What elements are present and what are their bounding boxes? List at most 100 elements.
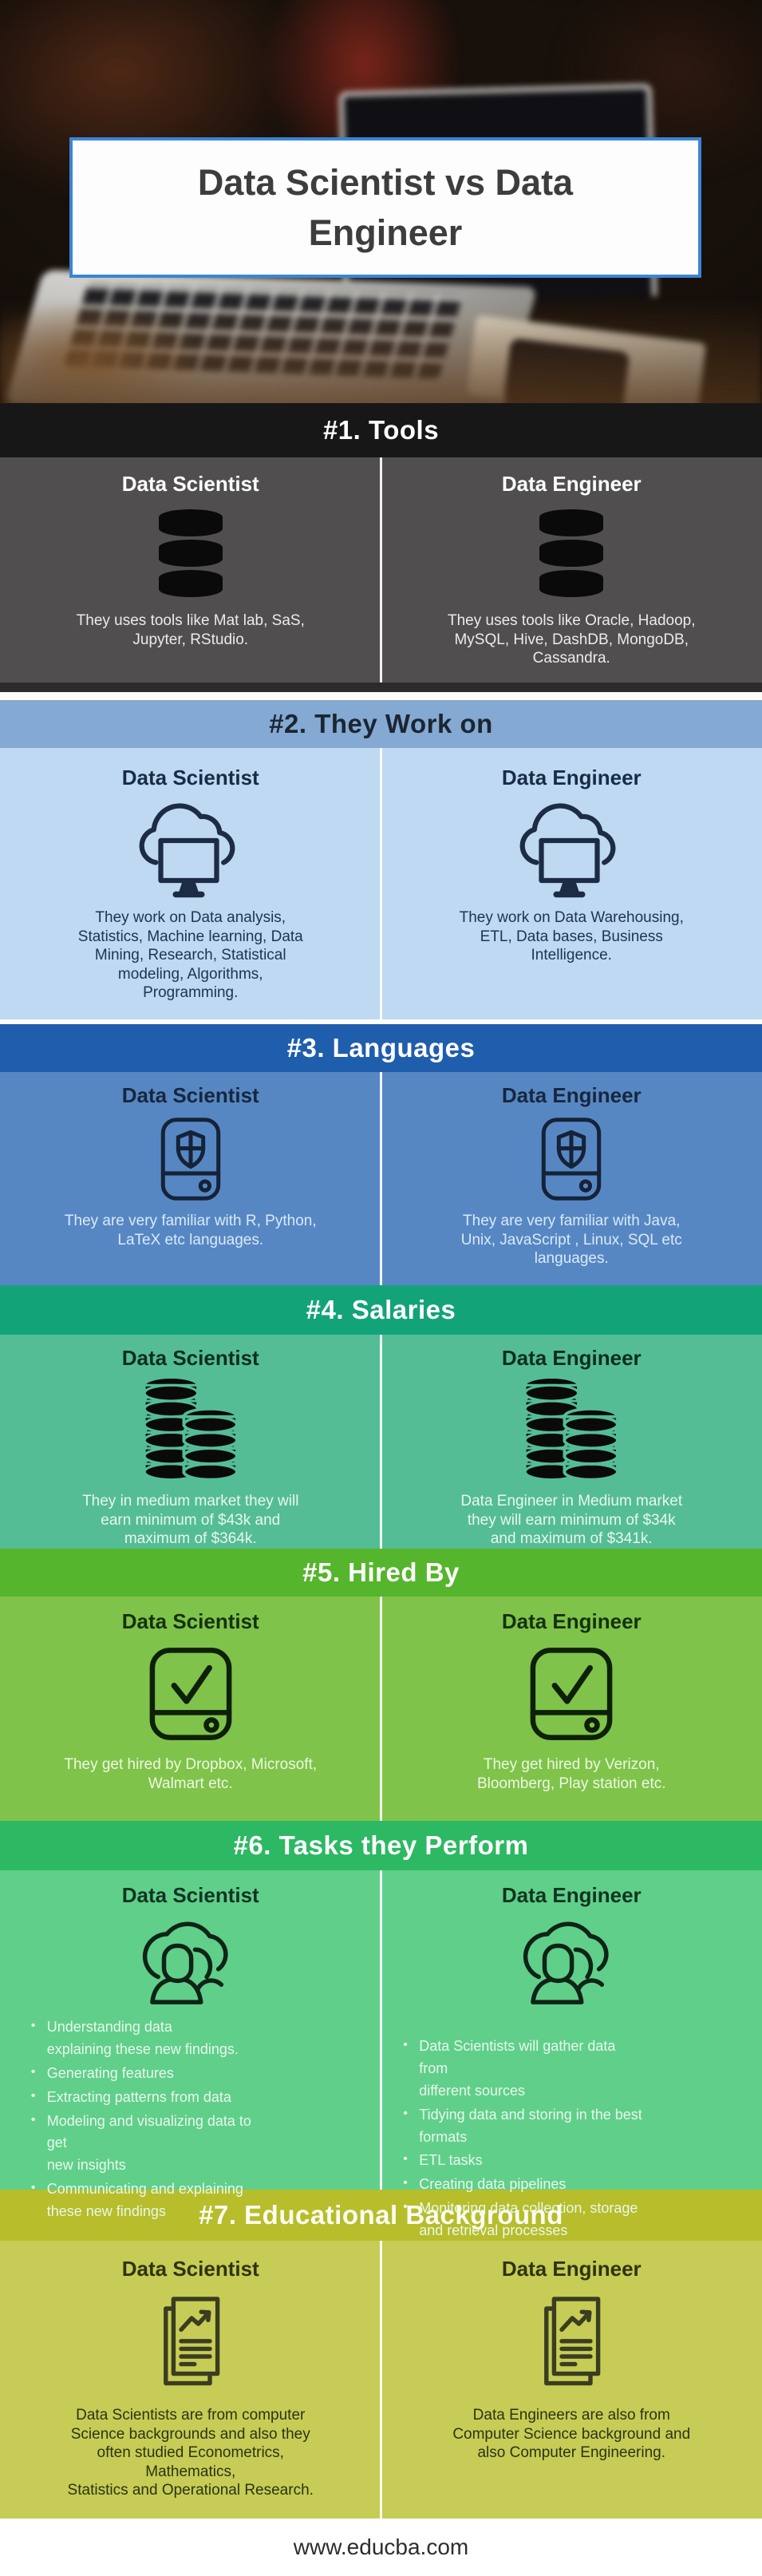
section-heading-text: #4. Salaries xyxy=(306,1295,456,1324)
column-text: They get hired by Verizon, Bloomberg, Pl… xyxy=(476,1756,666,1792)
cloud-computing-icon xyxy=(131,797,251,900)
coins-icon xyxy=(136,1375,246,1486)
verified-drive-icon xyxy=(519,1642,623,1746)
column-title: Data Engineer xyxy=(501,766,642,789)
data-engineer-column: Data Engineer Data Engineers are also fr… xyxy=(381,2241,762,2519)
column-divider xyxy=(380,457,382,692)
hero-banner: Data Scientist vs Data Engineer xyxy=(0,0,762,403)
column-text: They get hired by Dropbox, Microsoft, Wa… xyxy=(64,1756,318,1792)
column-text: They uses tools like Mat lab, SaS, Jupyt… xyxy=(76,612,305,648)
column-text: They in medium market they will earn min… xyxy=(82,1493,299,1548)
task-item: ETL tasks xyxy=(400,2150,743,2172)
section-1-tools: #1. Tools Data Scientist They uses tools… xyxy=(0,403,762,692)
team-icon xyxy=(135,1913,247,2010)
verified-drive-icon xyxy=(139,1642,243,1746)
column-title: Data Scientist xyxy=(121,2257,259,2281)
task-item: Monitoring data collection, storage and … xyxy=(400,2198,743,2242)
section-5-hired-by: #5. Hired By Data Scientist They get hir… xyxy=(0,1549,762,1821)
task-item: Creating data pipelines xyxy=(400,2174,743,2196)
task-list: Understanding data explaining these new … xyxy=(28,2016,353,2225)
column-title: Data Scientist xyxy=(121,766,259,789)
section-3-heading: #3. Languages xyxy=(0,1024,762,1072)
column-text: They are very familiar with Java, Unix, … xyxy=(460,1213,682,1268)
section-2-body: Data Scientist They work on Data analysi… xyxy=(0,748,762,1019)
data-engineer-column: Data Engineer They get hired by Verizon,… xyxy=(381,1597,762,1821)
column-title: Data Engineer xyxy=(501,1609,642,1633)
section-separator xyxy=(0,692,762,700)
column-text: Data Scientists are from computer Scienc… xyxy=(67,2407,314,2499)
database-icon xyxy=(151,508,231,599)
page-title: Data Scientist vs Data Engineer xyxy=(69,137,701,278)
column-divider xyxy=(380,2241,382,2519)
column-title: Data Scientist xyxy=(121,1883,259,1907)
section-2-heading: #2. They Work on xyxy=(0,700,762,748)
column-title: Data Scientist xyxy=(121,472,259,496)
data-scientist-column: Data Scientist They in xyxy=(0,1335,381,1549)
data-scientist-column: Data Scientist Data Scientists are from … xyxy=(0,2241,381,2519)
section-4-salaries: #4. Salaries Data Scientist xyxy=(0,1285,762,1549)
column-title: Data Engineer xyxy=(501,2257,642,2281)
column-text: They work on Data Warehousing, ETL, Data… xyxy=(459,909,684,964)
section-6-body: Data Scientist Understanding data explai… xyxy=(0,1870,762,2238)
section-4-heading: #4. Salaries xyxy=(0,1285,762,1335)
column-title: Data Engineer xyxy=(501,472,642,496)
column-text: Data Engineer in Medium market they will… xyxy=(460,1493,683,1548)
column-divider xyxy=(380,748,382,1019)
task-item: Communicating and explaining these new f… xyxy=(28,2178,353,2223)
column-title: Data Engineer xyxy=(501,1346,642,1370)
data-scientist-column: Data Scientist They work on Data analysi… xyxy=(0,748,381,1019)
data-scientist-column: Data Scientist Understanding data explai… xyxy=(0,1870,381,2219)
column-text: They are very familiar with R, Python, L… xyxy=(64,1213,317,1248)
cloud-computing-icon xyxy=(511,797,631,900)
section-heading-text: #5. Hired By xyxy=(302,1557,460,1587)
data-engineer-column: Data Engineer Data Eng xyxy=(381,1335,762,1549)
column-text: Data Engineers are also from Computer Sc… xyxy=(452,2407,691,2462)
column-text: They uses tools like Oracle, Hadoop, MyS… xyxy=(448,612,696,667)
task-item: Tidying data and storing in the best for… xyxy=(400,2104,743,2149)
secure-drive-icon xyxy=(146,1114,235,1204)
website-url: www.educba.com xyxy=(293,2534,469,2559)
section-1-heading: #1. Tools xyxy=(0,403,762,457)
section-heading-text: #2. They Work on xyxy=(269,709,493,738)
section-3-languages: #3. Languages Data Scientist They are ve… xyxy=(0,1024,762,1285)
data-engineer-column: Data Engineer They are very familiar wit… xyxy=(381,1072,762,1285)
column-divider xyxy=(380,1597,382,1821)
column-title: Data Engineer xyxy=(501,1083,642,1107)
section-heading-text: #6. Tasks they Perform xyxy=(233,1830,529,1860)
team-icon xyxy=(515,1913,627,2010)
column-title: Data Scientist xyxy=(121,1346,259,1370)
section-4-body: Data Scientist They in xyxy=(0,1335,762,1549)
data-engineer-column: Data Engineer They uses tools like Oracl… xyxy=(381,457,762,692)
section-3-body: Data Scientist They are very familiar wi… xyxy=(0,1072,762,1285)
section-5-heading: #5. Hired By xyxy=(0,1549,762,1597)
footer: www.educba.com xyxy=(0,2519,762,2576)
report-icon xyxy=(143,2289,239,2395)
data-engineer-column: Data Engineer They work on Data Warehous… xyxy=(381,748,762,1019)
column-title: Data Scientist xyxy=(121,1083,259,1107)
section-7-body: Data Scientist Data Scientists are from … xyxy=(0,2241,762,2519)
section-separator xyxy=(0,1019,762,1024)
data-scientist-column: Data Scientist They uses tools like Mat … xyxy=(0,457,381,692)
report-icon xyxy=(523,2289,619,2395)
coins-icon xyxy=(516,1375,626,1486)
column-title: Data Scientist xyxy=(121,1609,259,1633)
data-engineer-column: Data Engineer Data Scientists will gathe… xyxy=(381,1870,762,2238)
data-scientist-column: Data Scientist They are very familiar wi… xyxy=(0,1072,381,1285)
section-heading-text: #3. Languages xyxy=(286,1033,476,1062)
column-divider xyxy=(380,1335,382,1549)
task-item: Understanding data explaining these new … xyxy=(28,2016,353,2061)
task-list: Data Scientists will gather data from di… xyxy=(400,2036,743,2244)
column-divider xyxy=(380,1870,382,2190)
secure-drive-icon xyxy=(527,1114,616,1204)
column-text: They work on Data analysis, Statistics, … xyxy=(77,909,303,1002)
data-scientist-column: Data Scientist They get hired by Dropbox… xyxy=(0,1597,381,1821)
task-item: Modeling and visualizing data to get new… xyxy=(28,2111,353,2178)
section-6-tasks-they-perform: #6. Tasks they Perform Data Scientist Un… xyxy=(0,1821,762,2238)
section-2-they-work-on: #2. They Work on Data Scientist They wor… xyxy=(0,700,762,1019)
section-5-body: Data Scientist They get hired by Dropbox… xyxy=(0,1597,762,1821)
section-heading-text: #1. Tools xyxy=(322,415,440,445)
column-divider xyxy=(380,1072,382,1285)
section-1-body: Data Scientist They uses tools like Mat … xyxy=(0,457,762,692)
task-item: Extracting patterns from data xyxy=(28,2087,353,2109)
